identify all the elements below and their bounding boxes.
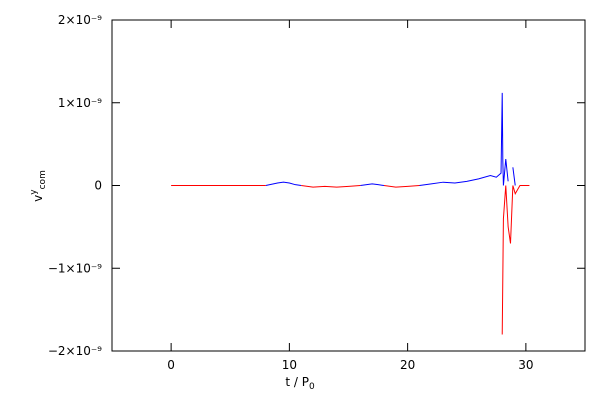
- x-label-base: t / P: [285, 375, 309, 389]
- y-tick-label: 0: [94, 179, 102, 193]
- x-tick-label: 30: [518, 358, 533, 372]
- y-label-sup: y: [29, 189, 39, 195]
- y-axis-label: vycom: [29, 170, 48, 202]
- y-tick-label: 2×10⁻⁹: [58, 13, 102, 27]
- y-tick-label: −1×10⁻⁹: [48, 261, 102, 275]
- x-label-sub: 0: [309, 382, 315, 392]
- x-tick-label: 0: [167, 358, 175, 372]
- y-label-sub: com: [38, 170, 48, 189]
- x-tick-label: 10: [282, 358, 297, 372]
- series-line: [171, 185, 530, 335]
- series-line: [265, 92, 516, 186]
- y-label-base: v: [31, 195, 45, 202]
- y-tick-label: 1×10⁻⁹: [58, 96, 102, 110]
- x-tick-label: 20: [400, 358, 415, 372]
- y-tick-label: −2×10⁻⁹: [48, 344, 102, 358]
- x-axis-label: t / P0: [285, 375, 315, 392]
